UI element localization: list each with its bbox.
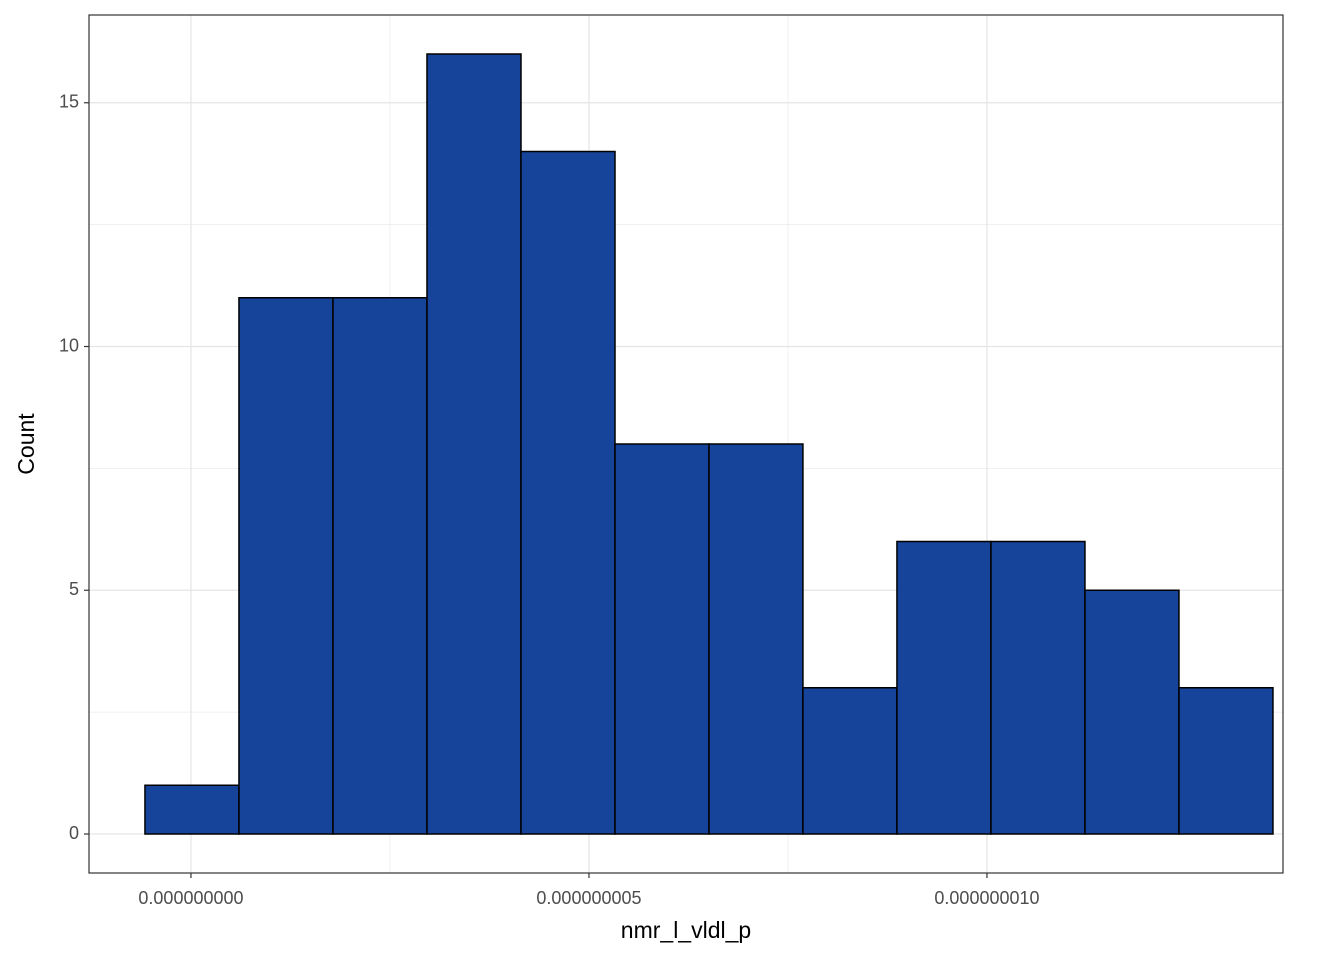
bar xyxy=(990,540,1086,835)
y-tick-label: 15 xyxy=(59,92,79,112)
bar xyxy=(332,297,428,835)
y-tick-label: 0 xyxy=(69,823,79,843)
bar xyxy=(614,443,710,835)
x-tick-label: 0.000000010 xyxy=(934,888,1039,908)
bar xyxy=(708,443,804,835)
bar xyxy=(896,540,992,835)
x-axis-title: nmr_l_vldl_p xyxy=(621,917,751,943)
bar xyxy=(802,687,898,835)
bar xyxy=(1178,687,1274,835)
y-tick-label: 5 xyxy=(69,579,79,599)
bar xyxy=(144,784,240,835)
bar xyxy=(426,53,522,835)
bar xyxy=(1084,589,1180,835)
y-axis-title: Count xyxy=(13,413,39,475)
x-tick-label: 0.000000005 xyxy=(536,888,641,908)
y-tick-label: 10 xyxy=(59,335,79,355)
bar xyxy=(520,150,616,835)
bar xyxy=(238,297,334,835)
panel-border xyxy=(88,14,1284,874)
x-tick-label: 0.000000000 xyxy=(138,888,243,908)
